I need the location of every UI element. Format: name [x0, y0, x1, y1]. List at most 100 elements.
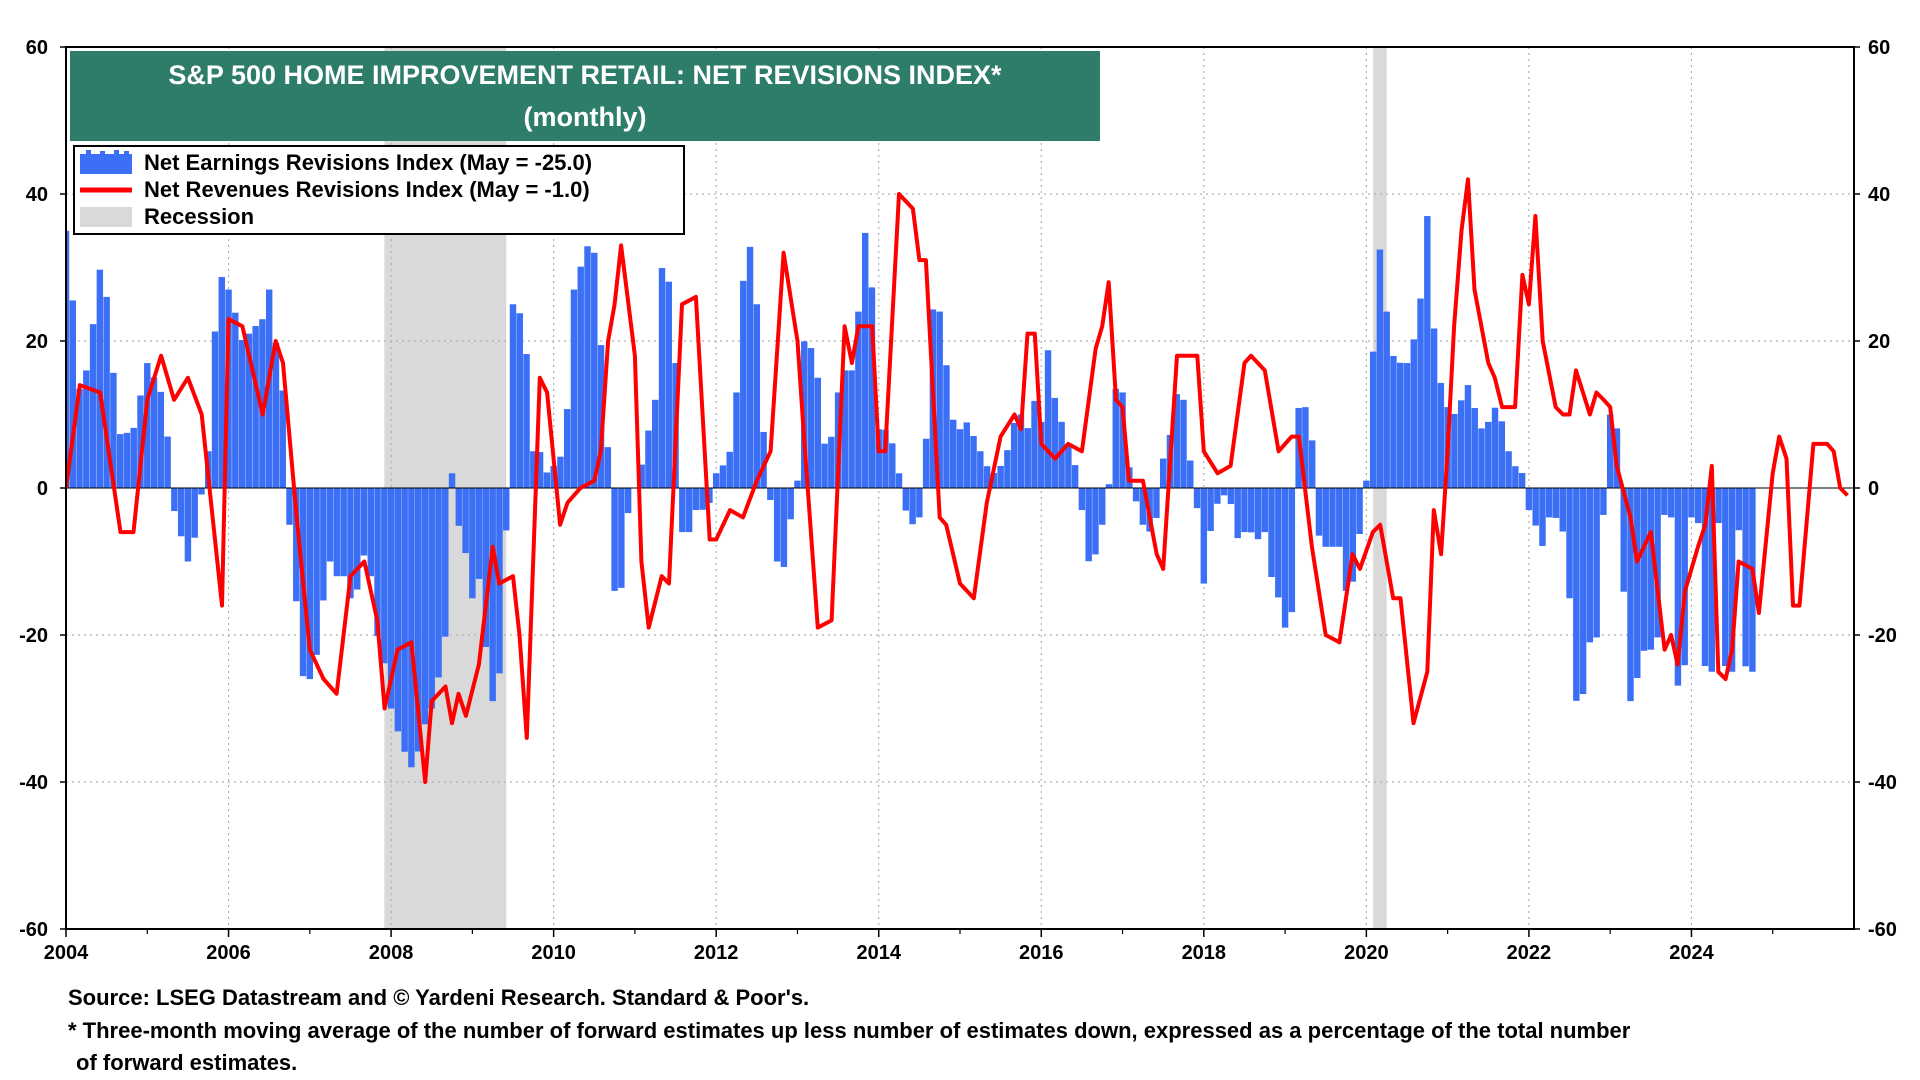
- earnings-bar: [712, 473, 720, 488]
- earnings-bar: [259, 319, 266, 488]
- earnings-bar: [950, 419, 957, 488]
- earnings-bar: [150, 377, 158, 488]
- earnings-bar: [1139, 488, 1147, 525]
- earnings-bar: [1471, 407, 1478, 488]
- earnings-bar: [503, 488, 510, 531]
- earnings-bar: [157, 391, 165, 488]
- earnings-bar: [719, 465, 727, 488]
- earnings-bar: [773, 488, 781, 562]
- earnings-bar: [868, 287, 876, 488]
- earnings-bar: [279, 390, 286, 488]
- earnings-bar: [699, 488, 706, 510]
- earnings-bar: [889, 443, 896, 488]
- title-background: [70, 51, 1100, 141]
- earnings-bar: [96, 269, 104, 488]
- earnings-bar: [1397, 362, 1404, 488]
- earnings-bar: [645, 430, 652, 488]
- earnings-bar: [475, 488, 483, 579]
- earnings-bar: [584, 246, 591, 488]
- y-tick-label-right: 60: [1868, 37, 1890, 59]
- earnings-bar: [340, 488, 347, 577]
- earnings-bar: [374, 488, 381, 637]
- earnings-bar: [997, 465, 1004, 488]
- earnings-bar: [326, 488, 334, 562]
- earnings-bar: [103, 296, 110, 488]
- earnings-bar: [861, 232, 869, 488]
- earnings-bar: [387, 488, 395, 709]
- earnings-bar: [1593, 488, 1600, 638]
- earnings-bar: [198, 488, 205, 495]
- earnings-bar: [1485, 421, 1492, 488]
- earnings-bar: [414, 488, 422, 752]
- earnings-bar: [1159, 458, 1167, 488]
- earnings-bar: [1302, 407, 1309, 488]
- chart-title-box: S&P 500 HOME IMPROVEMENT RETAIL: NET REV…: [70, 51, 1100, 141]
- earnings-bar: [428, 488, 435, 709]
- earnings-bar: [1044, 350, 1052, 488]
- earnings-bar: [652, 399, 659, 488]
- earnings-bar: [1417, 298, 1424, 488]
- earnings-bar: [753, 304, 761, 488]
- earnings-bar: [821, 443, 828, 488]
- y-tick-label-right: 0: [1868, 478, 1879, 500]
- earnings-bar: [177, 488, 185, 537]
- earnings-bar: [1281, 488, 1289, 628]
- earnings-bar: [1437, 382, 1445, 488]
- earnings-bar: [1606, 414, 1614, 488]
- earnings-bar: [516, 313, 523, 488]
- earnings-bar: [442, 488, 449, 637]
- legend-earnings-swatch: [80, 150, 132, 174]
- earnings-bar: [895, 473, 903, 488]
- earnings-bar: [333, 488, 341, 577]
- y-tick-label-left: 40: [26, 184, 48, 206]
- earnings-bar: [570, 289, 578, 488]
- x-tick-label: 2006: [206, 942, 251, 964]
- earnings-bar: [685, 488, 693, 533]
- earnings-bar: [1532, 488, 1539, 526]
- earnings-bar: [1261, 488, 1268, 533]
- earnings-bar: [963, 422, 970, 488]
- earnings-bar: [665, 281, 672, 488]
- earnings-bar: [1180, 399, 1187, 488]
- earnings-bar: [1132, 488, 1140, 502]
- source-note: Source: LSEG Datastream and © Yardeni Re…: [68, 985, 810, 1010]
- earnings-bar: [1566, 488, 1573, 599]
- y-tick-label-left: -60: [19, 919, 48, 941]
- earnings-bar: [509, 304, 517, 488]
- earnings-bar: [1667, 488, 1675, 518]
- earnings-bar: [1688, 488, 1695, 518]
- earnings-bar: [293, 488, 300, 602]
- footnote-line-1: * Three-month moving average of the numb…: [68, 1018, 1631, 1043]
- earnings-bar: [970, 436, 977, 488]
- legend-revenues-label: Net Revenues Revisions Index (May = -1.0…: [144, 177, 590, 202]
- earnings-bar: [1031, 400, 1038, 488]
- earnings-bar: [184, 488, 192, 562]
- x-tick-label: 2008: [369, 942, 414, 964]
- earnings-bar: [1464, 385, 1472, 488]
- earnings-bar: [1153, 488, 1160, 518]
- earnings-bar: [1559, 488, 1566, 532]
- earnings-bar: [1661, 488, 1668, 515]
- x-tick-label: 2012: [694, 942, 739, 964]
- earnings-bar: [1573, 488, 1580, 701]
- earnings-bar: [1735, 488, 1743, 531]
- earnings-bar: [597, 345, 605, 488]
- legend-recession-swatch: [80, 207, 132, 227]
- earnings-bar: [1369, 351, 1377, 488]
- earnings-bar: [1430, 328, 1438, 488]
- earnings-bar: [1695, 488, 1702, 524]
- earnings-bar: [1058, 421, 1065, 488]
- earnings-bar: [1024, 428, 1031, 488]
- earnings-bar: [1728, 488, 1736, 672]
- earnings-bar: [1193, 488, 1201, 509]
- earnings-bar: [983, 466, 991, 488]
- y-tick-label-right: 20: [1868, 331, 1890, 353]
- earnings-bar: [1478, 428, 1485, 488]
- earnings-bar: [977, 451, 984, 488]
- earnings-bar: [1315, 488, 1323, 536]
- earnings-bar: [1085, 488, 1092, 562]
- earnings-bar: [469, 488, 476, 599]
- earnings-bar: [848, 370, 855, 488]
